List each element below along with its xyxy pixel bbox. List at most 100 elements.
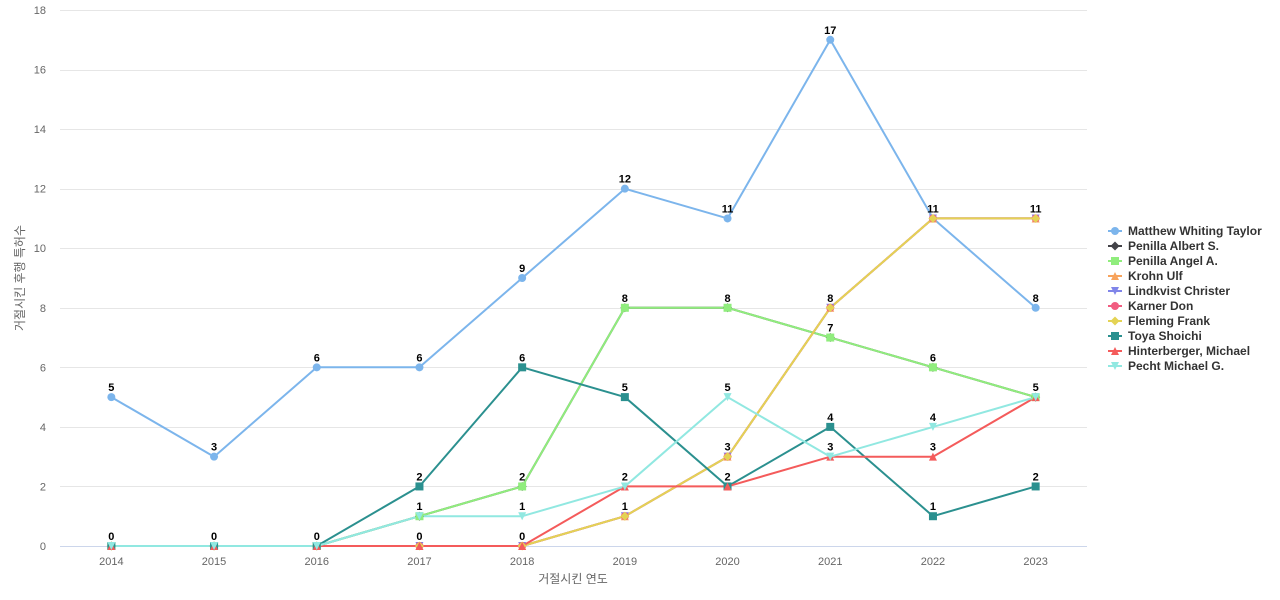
x-tick-label-2023: 2023 bbox=[1023, 556, 1047, 568]
legend-symbol-penilla-angel-a bbox=[1111, 257, 1119, 265]
data-point-toya-shoichi-2022 bbox=[928, 512, 937, 521]
x-axis-title: 거절시킨 연도 bbox=[538, 572, 608, 586]
data-label-2019-12: 12 bbox=[619, 174, 631, 186]
data-label-2022-11: 11 bbox=[927, 203, 939, 215]
data-label-2023-2: 2 bbox=[1033, 471, 1039, 483]
legend-symbol-hinterberger-michael bbox=[1111, 347, 1119, 355]
legend-item-krohn-ulf[interactable]: Krohn Ulf bbox=[1108, 269, 1184, 283]
legend-item-penilla-angel-a[interactable]: Penilla Angel A. bbox=[1108, 254, 1218, 268]
data-point-toya-shoichi-2023 bbox=[1031, 482, 1040, 491]
legend-label-fleming-frank: Fleming Frank bbox=[1128, 314, 1210, 328]
legend-item-lindkvist-christer[interactable]: Lindkvist Christer bbox=[1108, 284, 1230, 298]
data-label-2021-4: 4 bbox=[827, 412, 834, 424]
data-point-matthew-whiting-taylor-2019 bbox=[620, 184, 629, 193]
gridlines bbox=[60, 10, 1087, 487]
y-tick-label-0: 0 bbox=[40, 541, 46, 553]
data-point-pecht-michael-g-2017 bbox=[415, 512, 424, 521]
legend-item-pecht-michael-g[interactable]: Pecht Michael G. bbox=[1108, 359, 1224, 373]
y-axis-ticks: 0 2 4 6 8 10 12 14 16 18 bbox=[34, 5, 46, 553]
data-point-matthew-whiting-taylor-2020 bbox=[723, 214, 732, 223]
data-label-2022-3: 3 bbox=[930, 442, 936, 454]
legend-item-toya-shoichi[interactable]: Toya Shoichi bbox=[1108, 329, 1202, 343]
data-label-2017-6: 6 bbox=[416, 352, 422, 364]
data-point-toya-shoichi-2018 bbox=[518, 363, 527, 372]
y-tick-label-8: 8 bbox=[40, 303, 46, 315]
series-line-matthew-whiting-taylor bbox=[110, 38, 1037, 458]
x-tick-label-2021: 2021 bbox=[818, 556, 842, 568]
series-line-penilla-albert-s bbox=[110, 306, 1037, 547]
x-axis-ticks: 2014 2015 2016 2017 2018 2019 2020 2021 2022 2023 bbox=[99, 556, 1048, 568]
data-point-matthew-whiting-taylor-2015 bbox=[210, 452, 219, 461]
data-point-matthew-whiting-taylor-2016 bbox=[312, 363, 321, 372]
data-point-matthew-whiting-taylor-2017 bbox=[415, 363, 424, 372]
data-point-pecht-michael-g-2015 bbox=[210, 542, 219, 550]
data-point-matthew-whiting-taylor-2014 bbox=[107, 393, 116, 402]
series-line-pecht-michael-g bbox=[110, 396, 1037, 547]
data-point-penilla-angel-a-2022 bbox=[928, 363, 937, 372]
y-tick-label-18: 18 bbox=[34, 5, 46, 17]
legend-item-fleming-frank[interactable]: Fleming Frank bbox=[1108, 314, 1210, 328]
x-tick-label-2014: 2014 bbox=[99, 556, 123, 568]
data-point-pecht-michael-g-2016 bbox=[312, 542, 321, 550]
data-label-2021-7: 7 bbox=[827, 323, 833, 335]
series-line-penilla-angel-a bbox=[110, 306, 1037, 547]
data-point-hinterberger-michael-2017 bbox=[415, 542, 424, 550]
data-point-fleming-frank-2022 bbox=[928, 213, 938, 223]
data-point-fleming-frank-2019 bbox=[620, 511, 630, 521]
x-tick-label-2016: 2016 bbox=[305, 556, 329, 568]
data-label-2018-1: 1 bbox=[519, 501, 525, 513]
data-label-2017-2: 2 bbox=[416, 471, 422, 483]
legend-item-matthew-whiting-taylor[interactable]: Matthew Whiting Taylor bbox=[1108, 224, 1262, 238]
data-label-2019-8: 8 bbox=[622, 293, 628, 305]
data-point-hinterberger-michael-2018 bbox=[518, 542, 527, 550]
data-point-matthew-whiting-taylor-2018 bbox=[518, 274, 527, 282]
legend-item-penilla-albert-s[interactable]: Penilla Albert S. bbox=[1108, 239, 1219, 253]
data-label-2017-0: 0 bbox=[416, 531, 422, 543]
x-tick-label-2017: 2017 bbox=[407, 556, 431, 568]
y-tick-label-10: 10 bbox=[34, 243, 46, 255]
data-point-toya-shoichi-2017 bbox=[415, 482, 424, 491]
legend-label-krohn-ulf: Krohn Ulf bbox=[1128, 269, 1184, 283]
series-markers bbox=[106, 35, 1041, 551]
x-tick-label-2015: 2015 bbox=[202, 556, 226, 568]
data-label-2015-0: 0 bbox=[211, 531, 217, 543]
data-point-fleming-frank-2021 bbox=[825, 303, 835, 313]
y-tick-label-12: 12 bbox=[34, 184, 46, 196]
legend-symbol-karner-don bbox=[1111, 302, 1119, 310]
legend-symbol-penilla-albert-s bbox=[1110, 241, 1120, 251]
data-label-2019-2: 2 bbox=[622, 471, 628, 483]
data-point-penilla-angel-a-2018 bbox=[518, 482, 527, 491]
data-label-2020-2: 2 bbox=[724, 471, 730, 483]
y-tick-label-6: 6 bbox=[40, 362, 46, 374]
data-label-2018-2: 2 bbox=[519, 471, 525, 483]
data-label-2023-5: 5 bbox=[1033, 382, 1039, 394]
data-point-penilla-angel-a-2021 bbox=[826, 333, 835, 342]
data-point-pecht-michael-g-2018 bbox=[518, 512, 527, 521]
data-point-hinterberger-michael-2020 bbox=[723, 482, 732, 491]
data-label-2019-5: 5 bbox=[622, 382, 628, 394]
data-label-2018-0: 0 bbox=[519, 531, 525, 543]
legend-label-toya-shoichi: Toya Shoichi bbox=[1128, 329, 1202, 343]
y-tick-label-2: 2 bbox=[40, 481, 46, 493]
data-point-matthew-whiting-taylor-2023 bbox=[1031, 303, 1040, 312]
legend-item-karner-don[interactable]: Karner Don bbox=[1108, 299, 1193, 313]
x-tick-label-2018: 2018 bbox=[510, 556, 534, 568]
data-label-2020-8: 8 bbox=[724, 293, 730, 305]
data-point-pecht-michael-g-2019 bbox=[620, 482, 629, 491]
x-tick-label-2020: 2020 bbox=[715, 556, 739, 568]
series-line-hinterberger-michael bbox=[110, 396, 1037, 547]
data-label-2018-6: 6 bbox=[519, 352, 525, 364]
legend-label-lindkvist-christer: Lindkvist Christer bbox=[1128, 284, 1230, 298]
data-label-2021-3: 3 bbox=[827, 442, 833, 454]
data-label-2016-6: 6 bbox=[314, 352, 320, 364]
legend-symbol-lindkvist-christer bbox=[1111, 287, 1119, 295]
data-label-2018-9: 9 bbox=[519, 263, 525, 275]
data-label-2015-3: 3 bbox=[211, 442, 217, 454]
y-tick-label-16: 16 bbox=[34, 65, 46, 77]
y-tick-label-4: 4 bbox=[40, 422, 46, 434]
legend-label-pecht-michael-g: Pecht Michael G. bbox=[1128, 359, 1224, 373]
legend-item-hinterberger-michael[interactable]: Hinterberger, Michael bbox=[1108, 344, 1250, 358]
